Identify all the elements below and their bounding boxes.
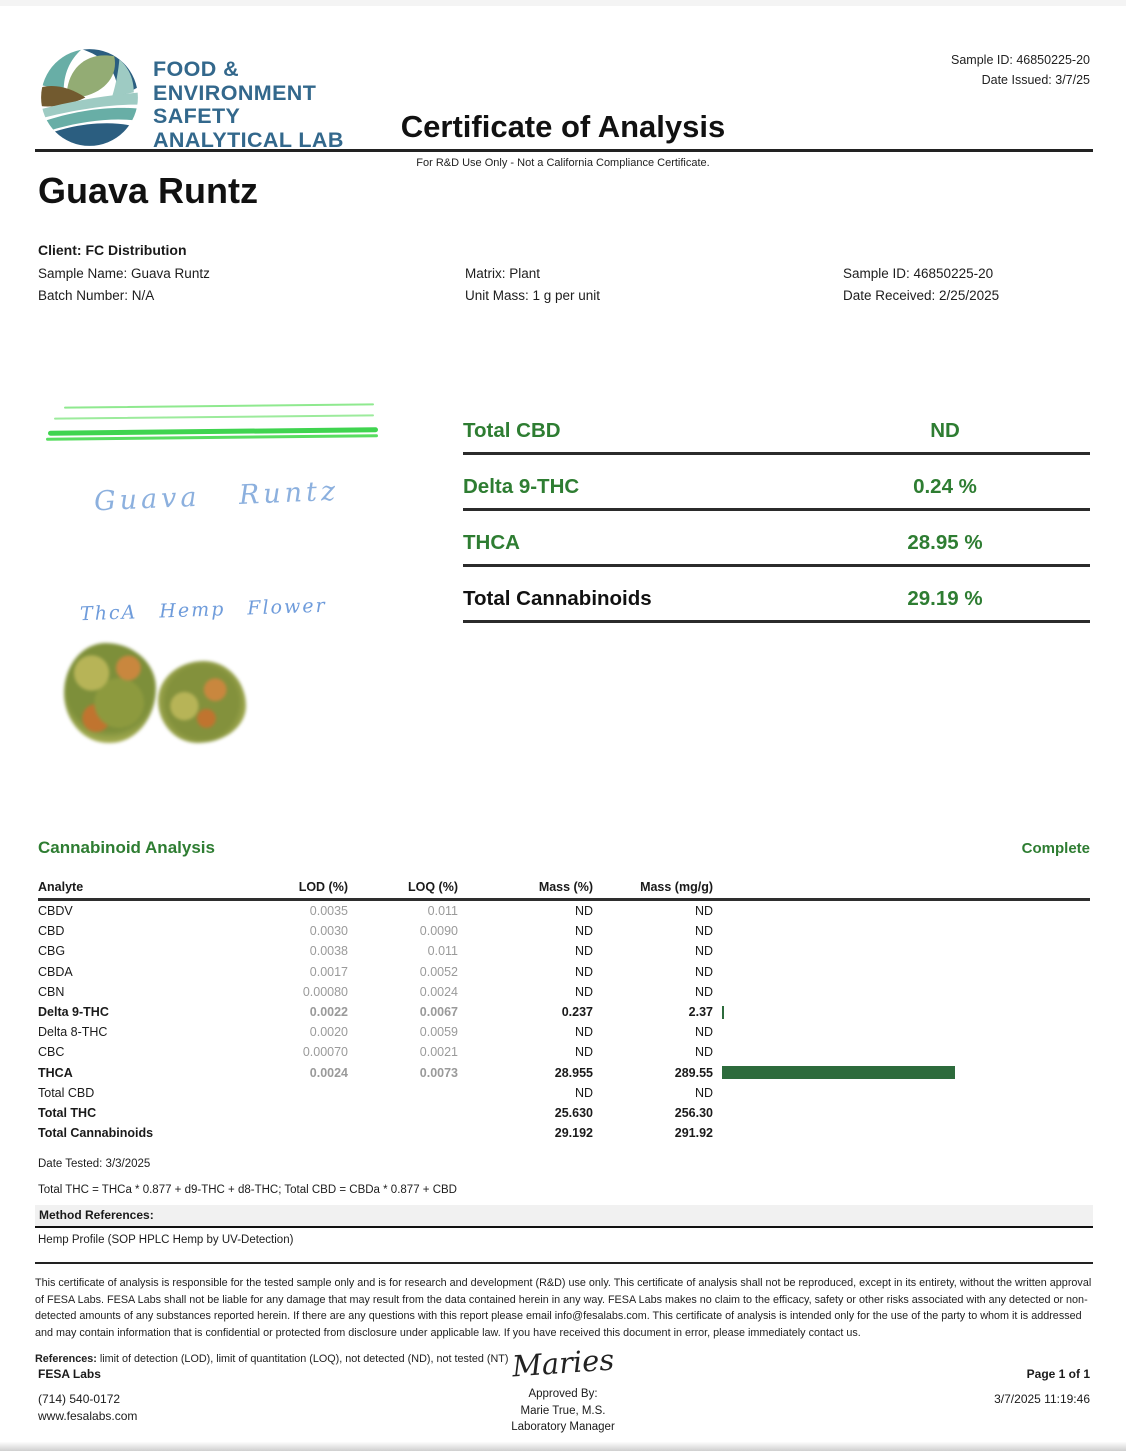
references-label: References:	[35, 1352, 97, 1365]
sample-photo: Guava Runtz ThcA Hemp Flower	[40, 393, 425, 763]
analysis-table-header: Analyte LOD (%) LOQ (%) Mass (%) Mass (m…	[38, 880, 1090, 901]
summary-label: Delta 9-THC	[463, 475, 580, 498]
analysis-row: CBG 0.0038 0.011 ND ND	[38, 944, 713, 959]
sample-id: Sample ID: 46850225-20	[951, 53, 1090, 67]
footer-left: FESA Labs (714) 540-0172 www.fesalabs.co…	[38, 1366, 137, 1424]
disclaimer-text: This certificate of analysis is responsi…	[35, 1277, 1092, 1340]
method-references-header: Method References:	[35, 1205, 1093, 1228]
summary-row-total-cbd: Total CBD ND	[463, 399, 1090, 455]
lab-name-line: ANALYTICAL LAB	[153, 127, 344, 152]
lab-name-line: FOOD &	[153, 57, 240, 81]
document-subtitle: For R&D Use Only - Not a California Comp…	[416, 157, 710, 169]
page-edge-top	[0, 0, 1126, 6]
approved-by-label: Approved By:	[528, 1388, 598, 1401]
unit-mass: Unit Mass: 1 g per unit	[465, 288, 601, 303]
date-issued: Date Issued: 3/7/25	[981, 73, 1090, 87]
summary-row-thca: THCA 28.95 %	[463, 511, 1090, 567]
approver-title: Laboratory Manager	[511, 1421, 615, 1434]
analysis-row: Delta 9-THC 0.0022 0.0067 0.237 2.37	[38, 1002, 1090, 1022]
analysis-row: CBN 0.00080 0.0024 ND ND	[38, 984, 713, 999]
client-line: Client: FC Distribution	[38, 242, 187, 258]
analysis-row: Total CBD ND ND	[38, 1085, 713, 1100]
mass-bar	[722, 1066, 955, 1080]
analysis-row: THCA 0.0024 0.0073 28.955 289.55	[38, 1063, 1090, 1083]
page-edge-bottom	[0, 1442, 1126, 1451]
lab-name-line: SAFETY	[153, 104, 241, 129]
analysis-rows: CBDV 0.0035 0.011 ND ND CBD 0.0030 0.0090 ND ND CB…	[38, 901, 1090, 1143]
approver-name: Marie True, M.S.	[520, 1404, 606, 1417]
sample-id-2: Sample ID: 46850225-20	[843, 266, 994, 281]
matrix: Matrix: Plant	[465, 266, 541, 281]
summary-label: Total Cannabinoids	[463, 587, 652, 610]
handwritten-sample-name: Guava Runtz	[93, 475, 340, 518]
analysis-section-title: Cannabinoid Analysis	[38, 838, 215, 857]
col-mass-mgg: Mass (mg/g)	[640, 880, 713, 894]
bag-seal-line	[53, 414, 375, 420]
info-col-left: Sample Name: Guava Runtz Batch Number: N…	[38, 263, 465, 307]
summary-label: Total CBD	[463, 419, 561, 442]
product-name: Guava Runtz	[38, 170, 259, 211]
approver-signature: Maries	[510, 1342, 616, 1384]
date-received: Date Received: 2/25/2025	[843, 288, 1000, 303]
lab-logo-block: FOOD & ENVIRONMENT SAFETY ANALYTICAL LAB	[38, 46, 344, 154]
header-rule	[35, 149, 1093, 152]
fesa-lab-logo-icon	[38, 46, 141, 154]
cannabis-bud-image	[158, 661, 246, 743]
bag-seal-line	[63, 403, 375, 409]
col-analyte: Analyte	[38, 880, 84, 894]
analysis-row: Total THC 25.630 256.30	[38, 1105, 713, 1120]
summary-value: ND	[930, 419, 960, 442]
analysis-row: Total Cannabinoids 29.192 291.92	[38, 1126, 713, 1141]
summary-results: Total CBD ND Delta 9-THC 0.24 % THCA 28.…	[463, 399, 1090, 623]
handwritten-product-type: ThcA Hemp Flower	[79, 594, 327, 626]
references-line: References: limit of detection (LOD), li…	[35, 1351, 1093, 1368]
col-mass-pct: Mass (%)	[538, 880, 593, 894]
summary-value: 0.24 %	[913, 475, 977, 498]
summary-value: 29.19 %	[907, 587, 983, 610]
date-tested: Date Tested: 3/3/2025	[38, 1158, 151, 1170]
report-timestamp: 3/7/2025 11:19:46	[994, 1391, 1090, 1406]
analysis-table: Analyte LOD (%) LOQ (%) Mass (%) Mass (m…	[38, 880, 1090, 1143]
analysis-row: CBDA 0.0017 0.0052 ND ND	[38, 964, 713, 979]
batch-number: Batch Number: N/A	[38, 288, 155, 303]
disclaimer-block: This certificate of analysis is responsi…	[35, 1262, 1093, 1368]
analysis-row: CBD 0.0030 0.0090 ND ND	[38, 924, 713, 939]
total-thc-formula: Total THC = THCa * 0.877 + d9-THC + d8-T…	[38, 1184, 457, 1196]
sample-name: Sample Name: Guava Runtz	[38, 266, 210, 281]
method-reference-value: Hemp Profile (SOP HPLC Hemp by UV-Detect…	[38, 1234, 294, 1246]
mass-bar	[722, 1005, 724, 1019]
references-text: limit of detection (LOD), limit of quant…	[96, 1352, 509, 1365]
summary-row-delta9-thc: Delta 9-THC 0.24 %	[463, 455, 1090, 511]
col-loq: LOQ (%)	[408, 880, 458, 894]
footer-phone: (714) 540-0172	[38, 1391, 121, 1406]
summary-row-total-cannabinoids: Total Cannabinoids 29.19 %	[463, 567, 1090, 623]
footer-center: Maries Approved By: Marie True, M.S. Lab…	[0, 1342, 1126, 1436]
sample-info-grid: Sample Name: Guava Runtz Batch Number: N…	[38, 263, 1090, 307]
page-number: Page 1 of 1	[1026, 1367, 1090, 1381]
document-meta: Sample ID: 46850225-20 Date Issued: 3/7/…	[951, 50, 1090, 90]
footer-website: www.fesalabs.com	[38, 1408, 138, 1423]
analysis-row: CBDV 0.0035 0.011 ND ND	[38, 904, 713, 919]
info-col-middle: Matrix: Plant Unit Mass: 1 g per unit	[465, 263, 843, 307]
footer-right: Page 1 of 1 3/7/2025 11:19:46	[994, 1366, 1090, 1408]
lab-wordmark: FOOD & ENVIRONMENT SAFETY ANALYTICAL LAB	[153, 46, 344, 153]
document-title: Certificate of Analysis	[400, 109, 726, 144]
footer-company: FESA Labs	[38, 1367, 101, 1381]
summary-value: 28.95 %	[907, 531, 983, 554]
analysis-status-badge: Complete	[1021, 840, 1090, 857]
lab-name-line: ENVIRONMENT	[153, 80, 317, 105]
summary-label: THCA	[463, 531, 520, 554]
col-lod: LOD (%)	[298, 880, 348, 894]
analysis-row: Delta 8-THC 0.0020 0.0059 ND ND	[38, 1025, 713, 1040]
analysis-row: CBC 0.00070 0.0021 ND ND	[38, 1045, 713, 1060]
cannabis-bud-image	[64, 643, 156, 743]
info-col-right: Sample ID: 46850225-20 Date Received: 2/…	[843, 263, 1090, 307]
